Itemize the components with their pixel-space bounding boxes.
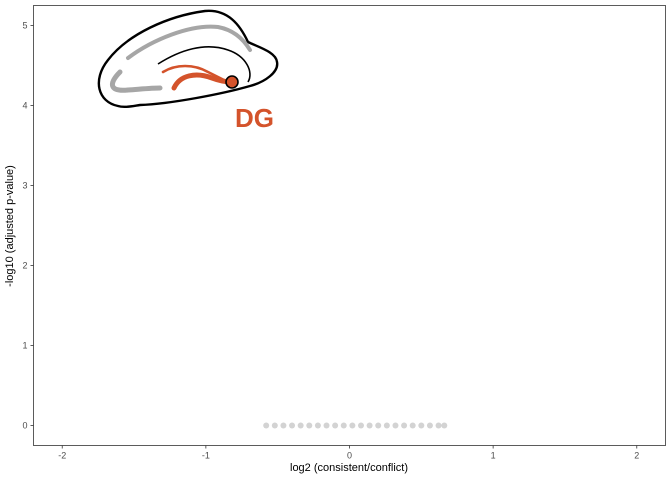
x-axis-title: log2 (consistent/conflict) [290,462,408,474]
data-point [366,422,373,429]
data-point [383,422,390,429]
y-tick-label: 1 [22,341,27,351]
data-point [392,422,399,429]
data-point [263,422,270,429]
hippocampus-inner-arc [157,46,251,83]
data-point [297,422,304,429]
dg-marker-circle [225,75,239,89]
data-point [323,422,330,429]
data-points [263,422,448,429]
y-tick-label: 2 [22,261,27,271]
x-tick-label: 0 [347,451,352,461]
data-point [340,422,347,429]
x-tick-label: 1 [491,451,496,461]
data-point [441,422,448,429]
hippocampus-dg-inset: DG [97,9,279,133]
x-tick-label: -1 [202,451,210,461]
y-tick-label: 0 [22,421,27,431]
data-point [280,422,287,429]
y-tick-label: 4 [22,101,27,111]
data-point [289,422,296,429]
data-point [314,422,321,429]
ca-region-lower-arc [110,69,163,93]
x-tick-label: 2 [634,451,639,461]
data-point [426,422,433,429]
ca-region-upper-arc [126,24,252,60]
hippocampus-outline-shape [97,9,279,109]
data-point [349,422,356,429]
y-axis-ticks: 0 1 2 3 4 5 [22,21,34,431]
y-tick-label: 3 [22,181,27,191]
data-point [375,422,382,429]
x-axis-ticks: -2 -1 0 1 2 [58,445,639,461]
plot-panel [33,5,666,446]
data-point [409,422,416,429]
data-point [401,422,408,429]
y-tick-label: 5 [22,21,27,31]
data-point [357,422,364,429]
y-axis-title: -log10 (adjusted p-value) [4,165,16,287]
x-tick-label: -2 [58,451,66,461]
data-point [332,422,339,429]
data-point [418,422,425,429]
data-point [271,422,278,429]
data-point [435,422,442,429]
dg-label: DG [235,103,274,133]
data-point [306,422,313,429]
